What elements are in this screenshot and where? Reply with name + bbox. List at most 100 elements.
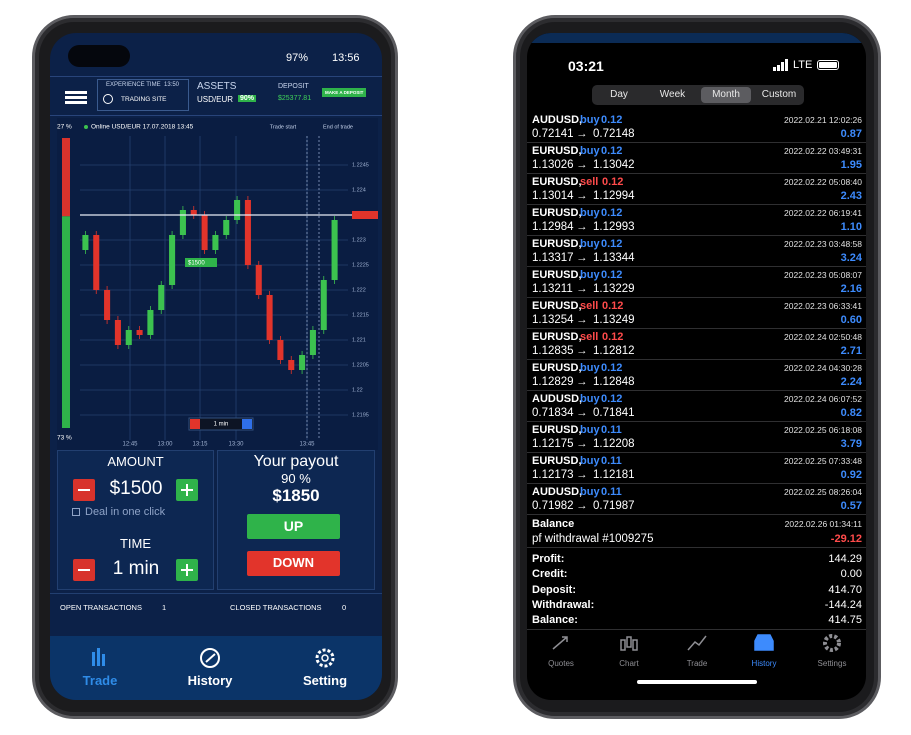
candle [190, 210, 197, 215]
nav-icon [620, 639, 626, 651]
symbol: EURUSD, [532, 300, 582, 312]
amount-minus[interactable] [73, 479, 95, 501]
open-price: 1.13254 [532, 314, 574, 326]
arrow: → [576, 252, 588, 264]
period-tab[interactable]: Day [610, 89, 628, 100]
arrow: → [576, 469, 588, 481]
clock: 03:21 [568, 58, 604, 74]
open-price: 1.12835 [532, 345, 574, 357]
signal-icon [773, 59, 788, 71]
payout: $1850 [272, 486, 320, 505]
open-transactions[interactable]: OPEN TRANSACTIONS [60, 603, 142, 612]
period-tab[interactable]: Month [701, 87, 751, 103]
closed-transactions[interactable]: CLOSED TRANSACTIONS [230, 603, 322, 612]
period-tab[interactable]: Week [659, 89, 686, 100]
nav-icon [823, 634, 841, 652]
trading-app-screen: 97% 13:56 EXPERIENCE TIME 13:50 TRADING … [50, 33, 382, 700]
summary-label: Balance: [532, 614, 578, 627]
open-price: 1.13317 [532, 252, 574, 264]
profit: 1.10 [840, 221, 862, 233]
y-tick-label: 1.224 [352, 187, 366, 193]
profit: 2.43 [840, 190, 862, 202]
history-list: AUDUSD, buy 0.12 2022.02.21 12:02:26 0.72141… [527, 112, 866, 632]
date: 2022.02.22 05:08:40 [784, 177, 862, 187]
up-button[interactable] [247, 514, 340, 539]
time: 1 min [112, 558, 160, 579]
side: buy [580, 269, 600, 281]
y-tick-label: 1.2205 [352, 362, 369, 368]
balance-date: 2022.02.26 01:34:11 [784, 519, 862, 529]
battery-icon [817, 60, 839, 70]
x-tick-label: 13:45 [299, 442, 315, 448]
sentiment-label: 27 % [57, 124, 72, 131]
side: sell [580, 300, 599, 312]
assets-label: ASSETS [197, 81, 237, 92]
date: 2022.02.24 02:50:48 [784, 332, 862, 342]
side: buy [580, 362, 600, 374]
nav-icon [754, 634, 774, 651]
profit: 0.57 [840, 500, 862, 512]
sentiment-label: 73 % [57, 435, 72, 442]
end-of-trade-label: End of trade [323, 124, 353, 130]
profit: 0.92 [840, 469, 862, 481]
candle [212, 235, 219, 250]
camera-cutout [68, 45, 130, 67]
amount-plus[interactable] [176, 479, 198, 501]
nav-label[interactable]: History [187, 673, 233, 688]
volume: 0.12 [601, 393, 623, 405]
time-plus[interactable] [176, 559, 198, 581]
arrow: → [576, 128, 588, 140]
down-button[interactable] [247, 551, 340, 576]
volume: 0.12 [602, 300, 624, 312]
one-click: Deal in one click [85, 506, 166, 518]
open-price: 0.71834 [532, 407, 574, 419]
arrow: → [576, 314, 588, 326]
close-price: 1.13249 [593, 314, 635, 326]
open-price: 0.72141 [532, 128, 574, 140]
closed-count: 0 [342, 603, 347, 612]
nav-label[interactable]: Setting [302, 673, 348, 688]
close-price: 1.12812 [593, 345, 635, 357]
menu-button[interactable] [65, 91, 87, 104]
deposit-button[interactable]: MAKE A DEPOSIT [322, 88, 367, 97]
profit: 1.95 [840, 159, 862, 171]
nav-labels: Trade History Setting [50, 673, 382, 693]
y-tick-label: 1.2195 [352, 412, 369, 418]
trade-start-label: Trade start [270, 124, 297, 130]
date: 2022.02.22 06:19:41 [784, 208, 862, 218]
nav-label[interactable]: Trade [82, 673, 118, 688]
online-dot [84, 125, 88, 129]
candle [277, 340, 284, 360]
date: 2022.02.24 06:07:52 [784, 394, 862, 404]
header-bar [50, 76, 382, 116]
one-click-checkbox[interactable] [72, 508, 80, 516]
symbol: EURUSD, [532, 331, 582, 343]
chart-background [57, 118, 378, 450]
trade-row: AUDUSD, buy 0.12 2022.02.21 12:02:26 0.72141… [527, 112, 866, 143]
symbol: EURUSD, [532, 207, 582, 219]
symbol: AUDUSD, [532, 114, 583, 126]
close-price: 1.12181 [593, 469, 635, 481]
balance-comment: pf withdrawal #1009275 [532, 533, 654, 545]
side: sell [580, 331, 599, 343]
trading-site-box[interactable] [97, 79, 189, 111]
up-label: UP [283, 518, 304, 534]
close-price: 0.71841 [593, 407, 635, 419]
y-tick-label: 1.222 [352, 287, 366, 293]
network: LTE [793, 59, 813, 71]
close-price: 1.12848 [593, 376, 635, 388]
symbol: EURUSD, [532, 455, 582, 467]
battery-percent: 97% [286, 52, 309, 64]
date: 2022.02.23 06:33:41 [784, 301, 862, 311]
close-price: 1.13229 [593, 283, 635, 295]
x-tick-label: 13:15 [192, 442, 208, 448]
period-tab[interactable]: Custom [761, 89, 797, 100]
date: 2022.02.22 03:49:31 [784, 146, 862, 156]
open-price: 1.13026 [532, 159, 574, 171]
y-tick-label: 1.221 [352, 337, 366, 343]
time-minus[interactable] [73, 559, 95, 581]
date: 2022.02.25 06:18:08 [784, 425, 862, 435]
home-indicator [637, 680, 757, 684]
summary-value: 414.70 [828, 583, 862, 596]
